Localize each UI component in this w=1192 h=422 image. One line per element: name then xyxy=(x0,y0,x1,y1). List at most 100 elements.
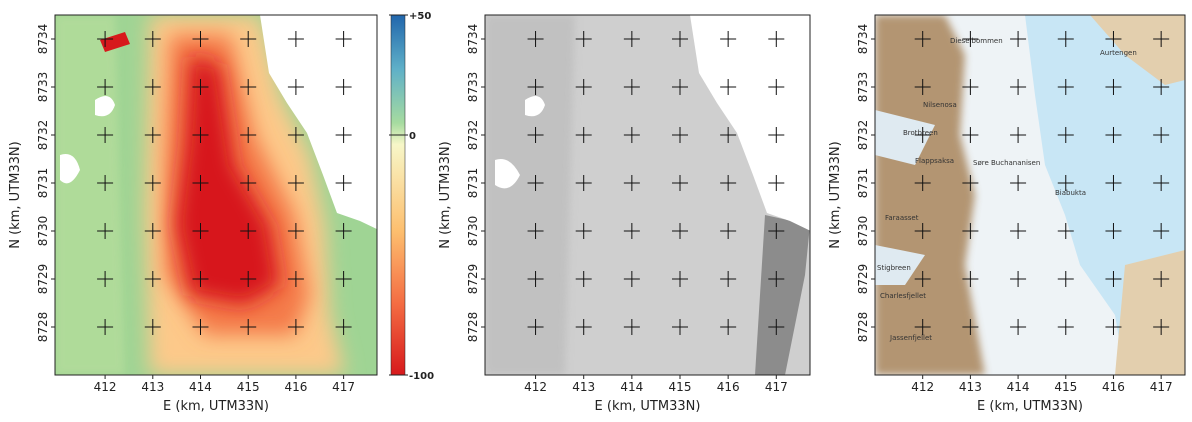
crosshair xyxy=(962,271,979,287)
crosshair xyxy=(623,79,640,95)
crosshair xyxy=(1153,79,1170,95)
crosshair xyxy=(672,31,688,47)
crosshair xyxy=(1153,127,1170,143)
crosshair xyxy=(914,223,931,239)
crosshair xyxy=(962,31,979,47)
crosshair xyxy=(240,127,257,143)
y-tick-label: 8733 xyxy=(466,72,480,103)
crosshair xyxy=(144,127,161,143)
y-axis-label: N (km, UTM33N) xyxy=(828,141,843,248)
y-tick-label: 8728 xyxy=(466,312,480,343)
crosshair xyxy=(192,271,209,287)
crosshair xyxy=(97,127,114,143)
crosshair xyxy=(97,31,114,47)
crosshair xyxy=(1105,271,1122,287)
crosshair xyxy=(575,79,592,95)
crosshair xyxy=(1057,31,1074,47)
lake xyxy=(495,96,545,189)
crosshair xyxy=(240,271,257,287)
crosshair xyxy=(240,175,257,191)
panel-image xyxy=(55,15,377,375)
place-label: Søre Buchananisen xyxy=(973,159,1040,167)
crosshair xyxy=(768,175,785,191)
colorbar-tick-label: 0 xyxy=(409,131,416,142)
y-tick-label: 8732 xyxy=(856,120,870,151)
crosshair xyxy=(914,175,931,191)
panel-frame xyxy=(484,14,811,376)
panel-frame xyxy=(874,14,1186,376)
x-tick-label: 416 xyxy=(1102,380,1125,394)
x-tick-label: 414 xyxy=(1007,380,1030,394)
crosshair xyxy=(672,271,688,287)
x-tick-label: 415 xyxy=(669,380,692,394)
crosshair xyxy=(240,31,257,47)
place-label: Charlesfjellet xyxy=(880,292,926,300)
crosshair xyxy=(962,319,979,335)
crosshair xyxy=(1010,79,1027,95)
crosshair xyxy=(527,319,544,335)
crosshair xyxy=(575,271,592,287)
crosshair xyxy=(1105,79,1122,95)
place-label: Stigbreen xyxy=(877,264,911,272)
crosshair xyxy=(335,319,352,335)
y-tick-label: 8728 xyxy=(856,312,870,343)
crosshair xyxy=(287,31,304,47)
crosshair xyxy=(914,79,931,95)
crosshair xyxy=(720,223,737,239)
change-core xyxy=(175,55,280,305)
crosshair xyxy=(527,79,544,95)
crosshair xyxy=(527,271,544,287)
crosshair xyxy=(1105,127,1122,143)
crosshair xyxy=(623,223,640,239)
lake xyxy=(60,96,115,184)
y-tick-label: 8730 xyxy=(856,216,870,247)
crosshair xyxy=(192,223,209,239)
crosshair xyxy=(768,319,785,335)
crosshair xyxy=(1057,223,1074,239)
crosshair xyxy=(335,31,352,47)
crosshair xyxy=(1010,127,1027,143)
x-axis-label: E (km, UTM33N) xyxy=(977,399,1083,414)
x-tick-label: 414 xyxy=(189,380,212,394)
y-tick-label: 8730 xyxy=(36,216,50,247)
crosshair xyxy=(1153,319,1170,335)
crosshair xyxy=(672,319,688,335)
y-axis-label: N (km, UTM33N) xyxy=(8,141,23,248)
y-axis-label: N (km, UTM33N) xyxy=(438,141,453,248)
y-tick-label: 8729 xyxy=(856,264,870,295)
crosshair xyxy=(144,223,161,239)
no-data xyxy=(260,15,377,230)
y-tick-label: 8731 xyxy=(856,168,870,199)
crosshair xyxy=(768,31,785,47)
crosshair xyxy=(575,319,592,335)
y-tick-label: 8732 xyxy=(466,120,480,151)
crosshair xyxy=(914,319,931,335)
crosshair xyxy=(1153,223,1170,239)
crosshair xyxy=(914,271,931,287)
x-tick-label: 417 xyxy=(332,380,355,394)
crosshair xyxy=(962,79,979,95)
crosshair xyxy=(720,31,737,47)
crosshair xyxy=(240,223,257,239)
crosshair xyxy=(335,223,352,239)
place-label: Faraasset xyxy=(885,214,919,222)
crosshair xyxy=(720,127,737,143)
place-label: Biabukta xyxy=(1055,189,1086,197)
panel-image xyxy=(485,15,810,375)
y-tick-label: 8733 xyxy=(856,72,870,103)
crosshair xyxy=(623,271,640,287)
crosshair xyxy=(192,319,209,335)
crosshair xyxy=(144,79,161,95)
crosshair xyxy=(144,175,161,191)
x-tick-label: 417 xyxy=(1150,380,1173,394)
crosshair xyxy=(144,319,161,335)
y-tick-label: 8732 xyxy=(36,120,50,151)
crosshair xyxy=(1057,319,1074,335)
x-tick-label: 415 xyxy=(237,380,260,394)
crosshair xyxy=(1010,31,1027,47)
crosshair xyxy=(575,175,592,191)
dark-strip xyxy=(755,215,810,375)
crosshair xyxy=(144,271,161,287)
y-tick-label: 8731 xyxy=(36,168,50,199)
